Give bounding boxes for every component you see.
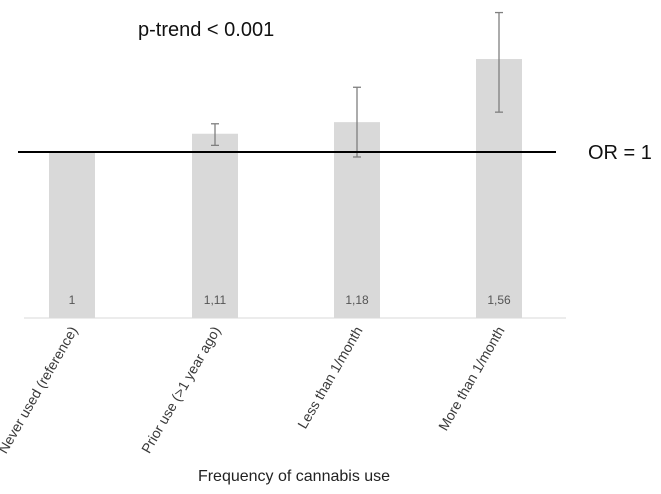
x-tick-label: More than 1/month [435,324,508,434]
p-trend-annotation: p-trend < 0.001 [138,19,274,41]
data-label: 1,11 [204,293,227,307]
data-label: 1,18 [345,293,369,307]
error-bars-group [68,11,503,158]
x-tick-label: Less than 1/month [294,324,365,432]
bars-group [49,59,522,319]
x-tick-label: Never used (reference) [0,324,81,457]
x-tick-labels-group: Never used (reference) Prior use (>1 year… [0,324,508,457]
reference-line-label: OR = 1 [588,142,652,164]
x-axis-title: Frequency of cannabis use [198,468,390,485]
bar [192,133,238,318]
data-label: 1 [69,293,76,307]
data-label: 1,56 [487,293,511,307]
data-labels-group: 1 1,11 1,18 1,56 [69,293,511,307]
x-tick-label: Prior use (>1 year ago) [138,324,224,456]
bar [49,152,95,318]
